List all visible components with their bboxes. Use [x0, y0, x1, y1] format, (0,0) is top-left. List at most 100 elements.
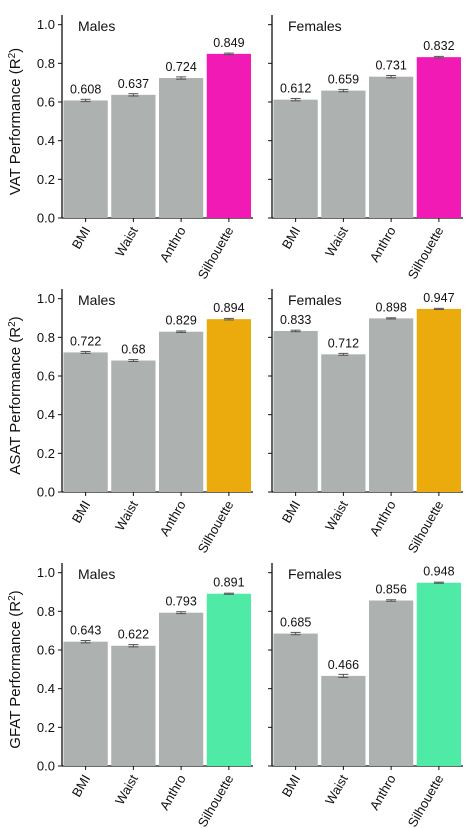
- y-tick-label: 0.4: [37, 133, 55, 148]
- bar: [321, 90, 366, 218]
- x-tick-label: Silhouette: [405, 498, 447, 556]
- chart-panel-6: Females 0.685 BMI 0.466 Waist 0.856 Anthro 0.94…: [268, 563, 463, 828]
- x-tick-label: Silhouette: [195, 772, 237, 828]
- y-tick-label: 1.0: [37, 565, 55, 580]
- data-label: 0.856: [375, 583, 406, 597]
- y-tick-label: 0.0: [37, 485, 55, 500]
- data-label: 0.722: [70, 334, 101, 348]
- panel-title: Females: [288, 18, 342, 34]
- data-label: 0.829: [165, 314, 196, 328]
- y-tick-label: 0.6: [37, 95, 55, 110]
- x-tick-label: Anthro: [367, 498, 399, 539]
- bar: [273, 633, 318, 766]
- y-axis-label: VAT Performance (R2): [7, 48, 25, 195]
- x-tick-label: Waist: [112, 498, 141, 534]
- data-label: 0.793: [165, 595, 196, 609]
- bar: [321, 675, 366, 766]
- data-label: 0.898: [375, 300, 406, 314]
- x-tick-label: BMI: [69, 772, 94, 800]
- panel-title: Males: [78, 566, 115, 582]
- data-label: 0.643: [70, 624, 101, 638]
- x-tick-label: Anthro: [157, 772, 189, 813]
- y-tick-label: 1.0: [37, 17, 55, 32]
- data-label: 0.712: [328, 336, 359, 350]
- panel-title: Males: [78, 18, 115, 34]
- bar: [206, 593, 251, 766]
- y-tick-label: 0.2: [37, 172, 55, 187]
- bar: [321, 354, 366, 492]
- data-label: 0.612: [280, 82, 311, 96]
- data-label: 0.894: [213, 301, 244, 315]
- bar: [416, 57, 461, 218]
- y-tick-label: 0.0: [37, 759, 55, 774]
- bar: [369, 318, 414, 492]
- y-tick-label: 0.4: [37, 407, 55, 422]
- bar: [273, 330, 318, 492]
- data-label: 0.466: [328, 658, 359, 672]
- data-label: 0.948: [423, 565, 454, 579]
- x-tick-label: BMI: [279, 498, 304, 526]
- x-tick-label: Silhouette: [405, 772, 447, 828]
- data-label: 0.833: [280, 313, 311, 327]
- y-axis-label: ASAT Performance (R2): [7, 316, 25, 474]
- bar: [206, 319, 251, 492]
- bar: [416, 308, 461, 492]
- y-tick-label: 0.4: [37, 681, 55, 696]
- bar: [159, 612, 204, 766]
- data-label: 0.849: [213, 36, 244, 50]
- x-tick-label: Waist: [322, 224, 351, 260]
- data-label: 0.637: [118, 77, 149, 91]
- x-tick-label: Anthro: [157, 224, 189, 265]
- x-tick-label: Silhouette: [195, 224, 237, 282]
- x-tick-label: Anthro: [367, 224, 399, 265]
- chart-panel-5: 0.0 0.2 0.4 0.6 0.8 1.0 GFAT Performance (R2) M…: [7, 563, 253, 828]
- y-tick-label: 0.6: [37, 369, 55, 384]
- data-label: 0.608: [70, 82, 101, 96]
- bar: [159, 78, 204, 218]
- bar: [369, 76, 414, 218]
- y-tick-label: 0.8: [37, 604, 55, 619]
- y-tick-label: 0.6: [37, 643, 55, 658]
- x-tick-label: Silhouette: [405, 224, 447, 282]
- bar: [206, 53, 251, 218]
- bar: [63, 352, 108, 492]
- bar: [111, 94, 156, 218]
- chart-panel-4: Females 0.833 BMI 0.712 Waist 0.898 Anthro 0.94…: [268, 289, 463, 556]
- chart-panel-3: 0.0 0.2 0.4 0.6 0.8 1.0 ASAT Performance (R2) M…: [7, 289, 253, 556]
- y-axis-label: GFAT Performance (R2): [7, 590, 25, 748]
- y-tick-label: 0.2: [37, 446, 55, 461]
- data-label: 0.724: [165, 60, 196, 74]
- data-label: 0.947: [423, 291, 454, 305]
- bar: [63, 641, 108, 766]
- y-tick-label: 1.0: [37, 291, 55, 306]
- bar: [159, 331, 204, 492]
- x-tick-label: BMI: [279, 772, 304, 800]
- bar: [369, 600, 414, 766]
- chart-panel-2: Females 0.612 BMI 0.659 Waist 0.731 Anthro 0.83…: [268, 15, 463, 282]
- bar: [63, 100, 108, 218]
- x-tick-label: BMI: [69, 224, 94, 252]
- x-tick-label: Waist: [112, 772, 141, 808]
- y-tick-label: 0.2: [37, 720, 55, 735]
- bar: [273, 99, 318, 218]
- data-label: 0.68: [121, 343, 145, 357]
- x-tick-label: Waist: [322, 772, 351, 808]
- panel-title: Males: [78, 292, 115, 308]
- x-tick-label: Waist: [322, 498, 351, 534]
- panel-title: Females: [288, 292, 342, 308]
- chart-panel-1: 0.0 0.2 0.4 0.6 0.8 1.0 VAT Performance (R2) Ma…: [7, 15, 253, 282]
- data-label: 0.685: [280, 616, 311, 630]
- x-tick-label: BMI: [279, 224, 304, 252]
- data-label: 0.731: [375, 59, 406, 73]
- x-tick-label: Silhouette: [195, 498, 237, 556]
- data-label: 0.891: [213, 576, 244, 590]
- x-tick-label: BMI: [69, 498, 94, 526]
- bar: [416, 582, 461, 766]
- y-tick-label: 0.0: [37, 211, 55, 226]
- y-tick-label: 0.8: [37, 56, 55, 71]
- x-tick-label: Anthro: [157, 498, 189, 539]
- data-label: 0.832: [423, 39, 454, 53]
- x-tick-label: Anthro: [367, 772, 399, 813]
- x-tick-label: Waist: [112, 224, 141, 260]
